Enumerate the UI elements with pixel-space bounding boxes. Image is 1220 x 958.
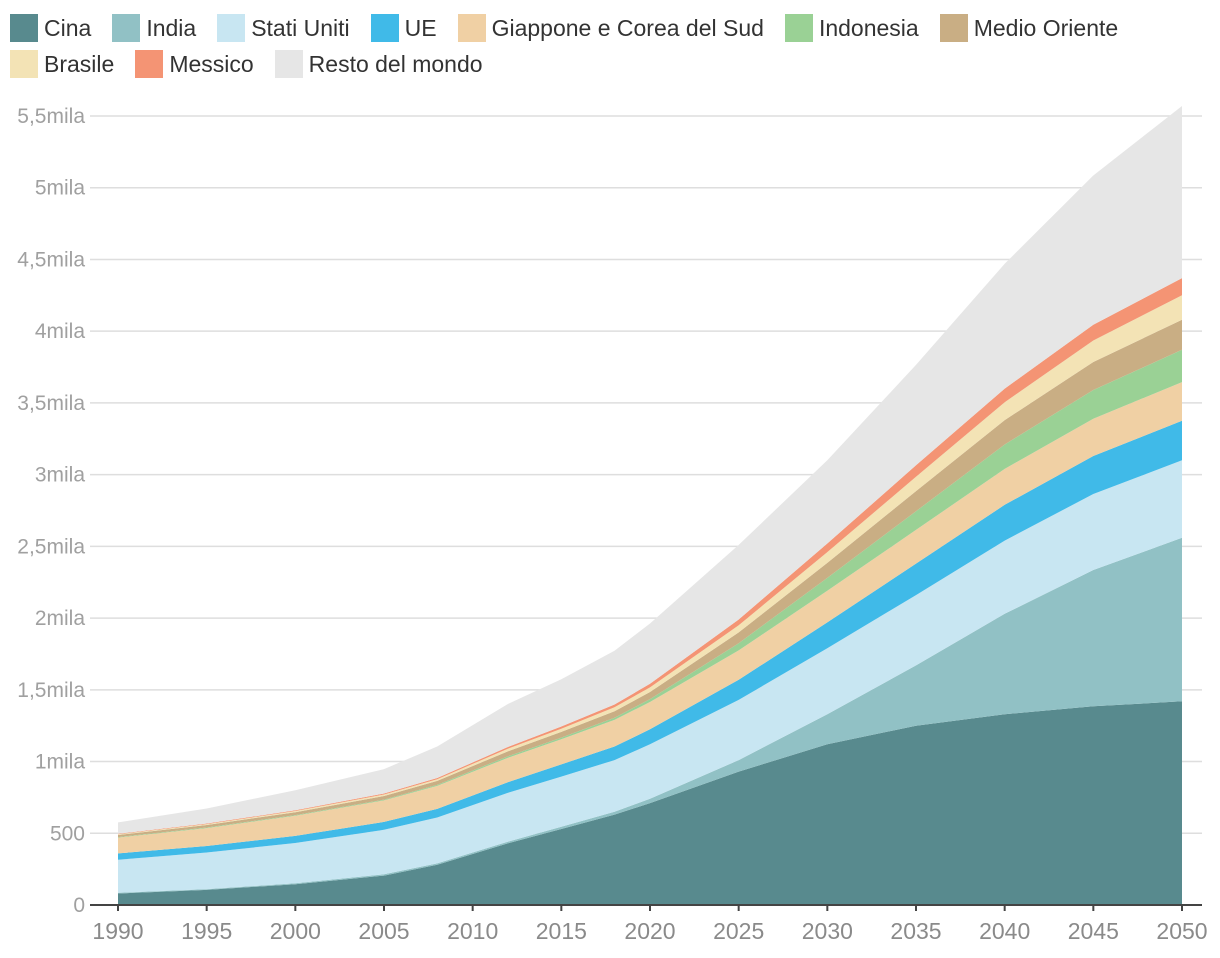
legend-row: Cina India Stati Uniti UE Giappone e Corea d… bbox=[10, 10, 1210, 46]
legend-swatch bbox=[217, 14, 246, 42]
legend-swatch bbox=[370, 14, 399, 42]
axes bbox=[90, 904, 1202, 911]
y-tick-label: 1,5mila bbox=[17, 679, 85, 702]
legend-label: Brasile bbox=[44, 50, 115, 77]
x-tick-label: 2000 bbox=[270, 918, 321, 944]
y-tick-label: 5mila bbox=[35, 177, 86, 200]
area-series-4 bbox=[118, 382, 1182, 854]
legend-label: India bbox=[146, 14, 197, 41]
legend-swatch bbox=[135, 50, 164, 78]
x-tick-label: 2015 bbox=[536, 918, 587, 944]
legend-item: Resto del mondo bbox=[274, 50, 483, 78]
x-tick-label: 1990 bbox=[92, 918, 143, 944]
legend-item: Giappone e Corea del Sud bbox=[457, 14, 764, 42]
legend-label: Medio Oriente bbox=[973, 14, 1119, 41]
legend-label: Messico bbox=[169, 50, 254, 77]
legend-label: Resto del mondo bbox=[308, 50, 483, 77]
y-tick-label: 4mila bbox=[35, 320, 86, 343]
x-tick-label: 2040 bbox=[979, 918, 1030, 944]
area-series-0 bbox=[118, 701, 1182, 905]
legend-row: Brasile Messico Resto del mondo bbox=[10, 46, 1210, 82]
legend-swatch bbox=[784, 14, 813, 42]
legend-swatch bbox=[274, 50, 303, 78]
legend-item: Indonesia bbox=[784, 14, 919, 42]
legend-item: Medio Oriente bbox=[939, 14, 1119, 42]
x-tick-labels: 1990 1995 2000 2005 2010 2015 2020 2025 2030 2035… bbox=[92, 918, 1207, 944]
legend-item: Stati Uniti bbox=[217, 14, 350, 42]
grid-lines bbox=[90, 115, 1202, 835]
y-tick-label: 3,5mila bbox=[17, 392, 85, 415]
x-tick-label: 1995 bbox=[181, 918, 232, 944]
y-tick-label: 1mila bbox=[35, 751, 86, 774]
legend-item: Brasile bbox=[10, 50, 114, 78]
x-tick-label: 2020 bbox=[624, 918, 675, 944]
x-tick-label: 2030 bbox=[802, 918, 853, 944]
legend-swatch bbox=[112, 14, 141, 42]
legend-label: Cina bbox=[44, 14, 92, 41]
y-tick-label: 2,5mila bbox=[17, 535, 85, 558]
legend-swatch bbox=[457, 14, 486, 42]
legend-swatch bbox=[10, 50, 38, 78]
legend-swatch bbox=[10, 14, 38, 42]
y-tick-label: 5,5mila bbox=[17, 105, 85, 128]
x-tick-label: 2050 bbox=[1156, 918, 1207, 944]
area-series-1 bbox=[118, 537, 1182, 894]
x-tick-label: 2025 bbox=[713, 918, 764, 944]
legend-label: Giappone e Corea del Sud bbox=[491, 14, 764, 41]
legend-label: Stati Uniti bbox=[251, 14, 350, 41]
series-areas bbox=[118, 106, 1182, 905]
y-tick-label: 2mila bbox=[35, 607, 86, 630]
legend-label: Indonesia bbox=[818, 14, 919, 41]
y-tick-labels: 0 500 1mila 1,5mila 2mila 2,5mila 3mila 3,5mila… bbox=[17, 105, 85, 917]
area-series-2 bbox=[118, 460, 1182, 893]
legend: Cina India Stati Uniti UE Giappone e Corea d… bbox=[10, 10, 1210, 82]
y-tick-label: 500 bbox=[50, 822, 85, 845]
x-tick-label: 2035 bbox=[890, 918, 941, 944]
legend-item: Cina bbox=[10, 14, 91, 42]
x-tick-label: 2045 bbox=[1068, 918, 1119, 944]
legend-label: UE bbox=[404, 14, 437, 41]
y-tick-label: 3mila bbox=[35, 464, 86, 487]
y-tick-label: 0 bbox=[73, 894, 85, 917]
legend-item: India bbox=[112, 14, 196, 42]
legend-swatch bbox=[939, 14, 968, 42]
x-tick-label: 2005 bbox=[358, 918, 409, 944]
y-tick-label: 4,5mila bbox=[17, 248, 85, 271]
legend-item: Messico bbox=[135, 50, 254, 78]
legend-item: UE bbox=[370, 14, 437, 42]
x-tick-label: 2010 bbox=[447, 918, 498, 944]
